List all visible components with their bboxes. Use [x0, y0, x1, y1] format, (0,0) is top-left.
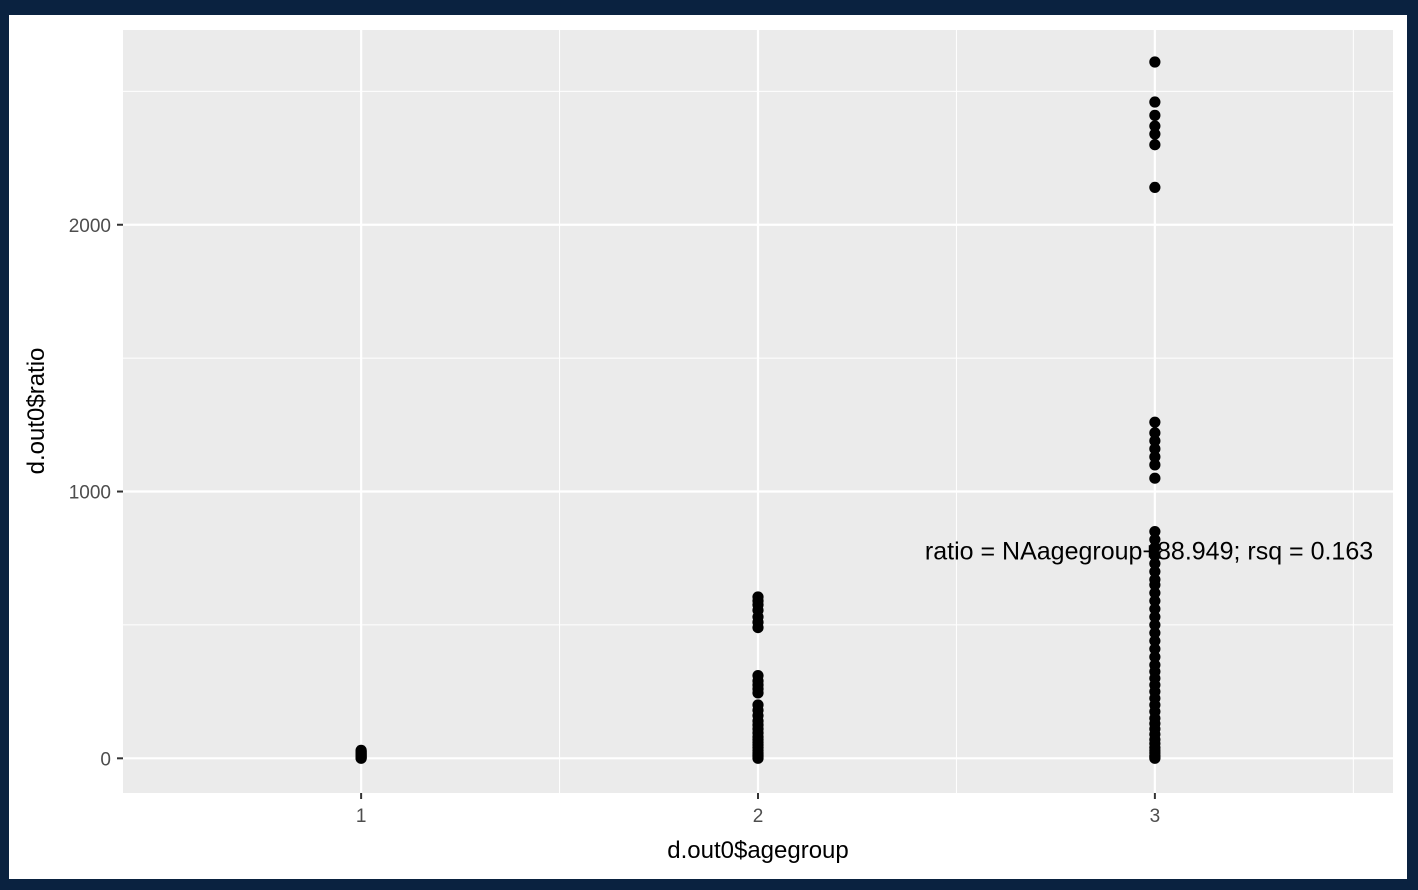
- y-tick-label: 2000: [69, 216, 111, 237]
- data-point: [1149, 565, 1161, 578]
- data-point: [1149, 627, 1161, 639]
- data-point: [752, 670, 764, 682]
- data-point: [1149, 416, 1161, 428]
- data-point: [1149, 557, 1161, 570]
- data-point: [1149, 659, 1161, 671]
- y-tick-label: 1000: [69, 483, 111, 504]
- data-point: [1149, 541, 1161, 554]
- data-points: [355, 56, 1161, 764]
- x-axis-ticks: 1 2 3: [356, 793, 1160, 827]
- data-point: [1149, 587, 1161, 599]
- data-point: [752, 699, 764, 711]
- y-axis-title: d.out0$ratio: [23, 348, 50, 475]
- x-tick-label: 1: [356, 806, 367, 827]
- data-point: [1149, 533, 1161, 546]
- data-point: [1149, 443, 1161, 455]
- data-point: [1149, 643, 1161, 655]
- data-point: [752, 591, 764, 603]
- data-point: [1149, 435, 1161, 447]
- data-point: [1149, 427, 1161, 439]
- x-axis-title: d.out0$agegroup: [667, 837, 849, 864]
- data-point: [1149, 595, 1161, 607]
- y-axis-ticks: 0 1000 2000: [69, 216, 123, 770]
- data-point: [1149, 451, 1161, 463]
- data-point: [1149, 459, 1161, 471]
- regression-annotation: ratio = NAagegroup+88.949; rsq = 0.163: [925, 538, 1373, 566]
- data-point: [1149, 120, 1161, 132]
- data-point: [1149, 128, 1161, 140]
- data-point: [1149, 619, 1161, 631]
- data-point: [1149, 472, 1161, 484]
- data-point: [1149, 109, 1161, 121]
- y-tick-label: 0: [100, 749, 111, 770]
- data-point: [1149, 635, 1161, 647]
- data-point: [1149, 181, 1161, 194]
- x-tick-label: 2: [753, 806, 764, 827]
- data-point: [1149, 56, 1161, 68]
- data-point: [1149, 525, 1161, 538]
- data-point: [1149, 651, 1161, 663]
- data-point: [355, 744, 367, 756]
- data-point: [1149, 573, 1161, 586]
- data-point: [1149, 139, 1161, 151]
- data-point: [1149, 96, 1161, 108]
- data-point: [1149, 549, 1161, 562]
- data-point: [1149, 603, 1161, 615]
- x-tick-label: 3: [1150, 806, 1161, 827]
- data-point: [1149, 611, 1161, 623]
